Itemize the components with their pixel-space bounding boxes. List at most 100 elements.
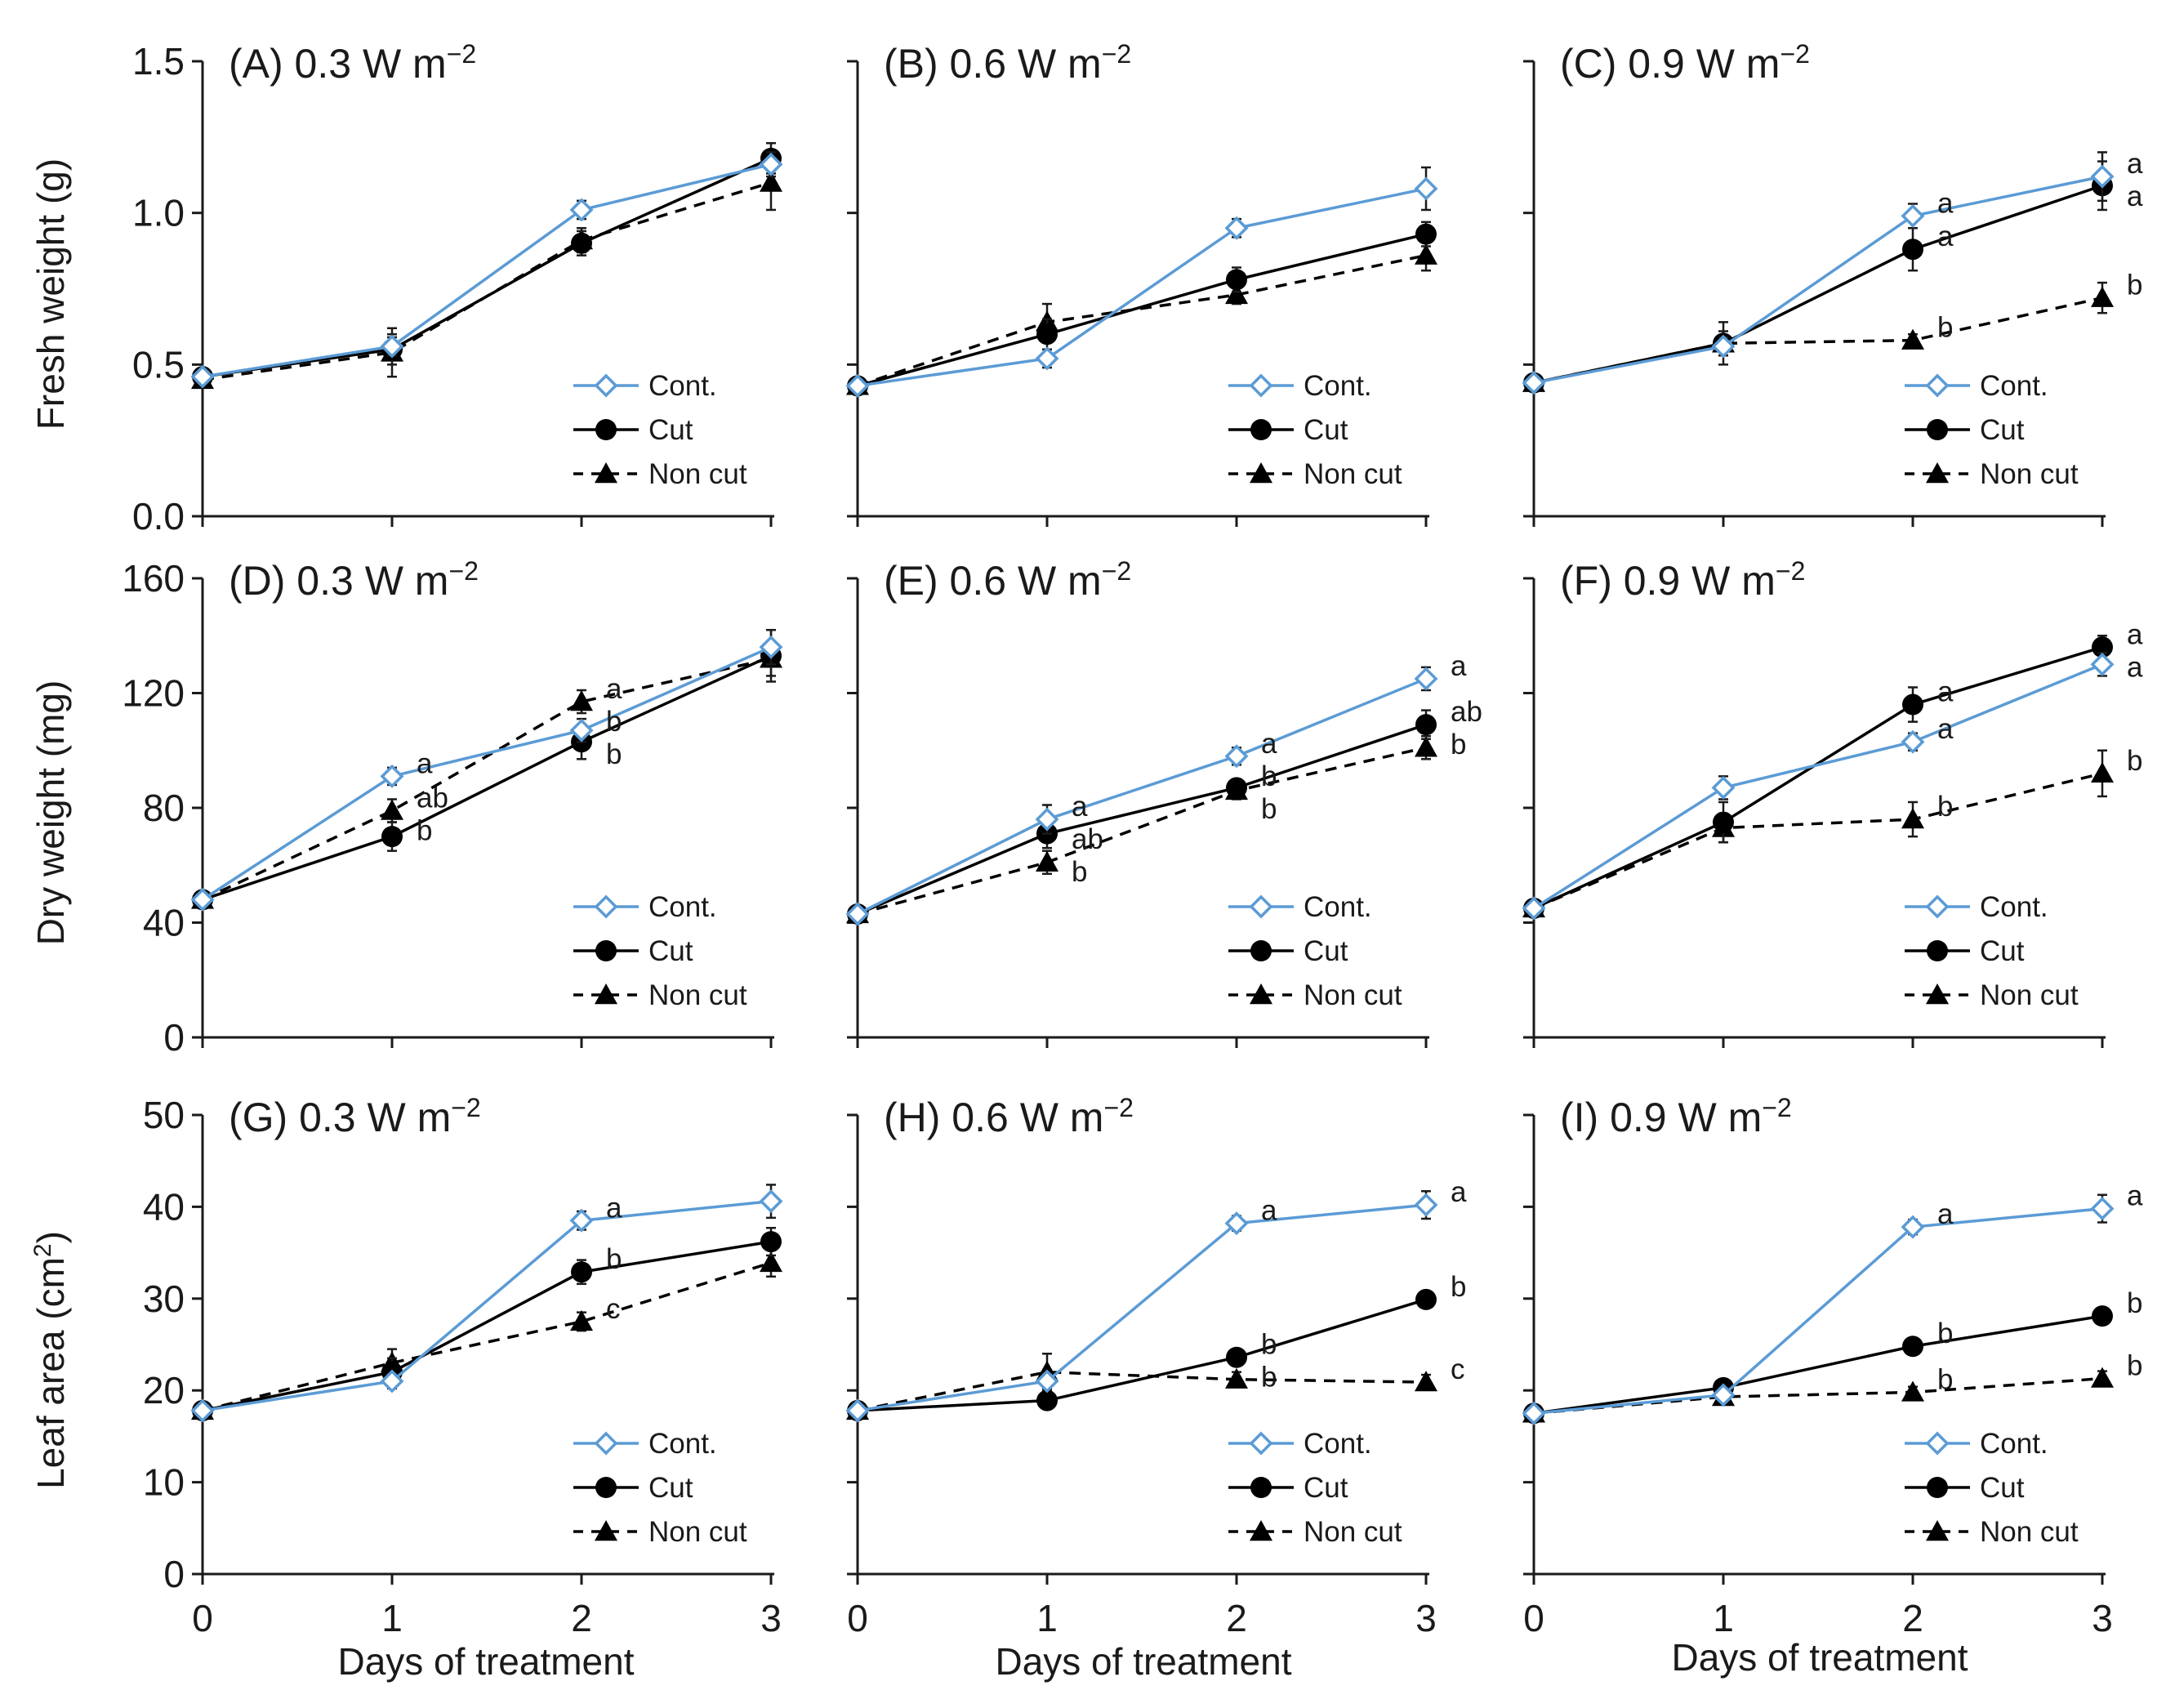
- panel-d-point-noncut: [570, 690, 593, 711]
- panel-a-series-cut: [192, 142, 782, 388]
- panel-b-legend-marker-cont: [1249, 373, 1273, 398]
- panel-f-legend-cut: Cut: [1905, 935, 2025, 967]
- panel-h-point-cont: [1414, 1193, 1438, 1217]
- panel-h-title: (H) 0.6 W m−2: [884, 1093, 1134, 1140]
- xlabel-days-col1: Days of treatment: [337, 1640, 634, 1683]
- panel-c-point-cont: [2090, 164, 2115, 189]
- panel-h-point-cont: [1224, 1211, 1249, 1236]
- panel-b-line-cut: [857, 232, 1427, 388]
- panel-h-significance-letter: a: [1451, 1176, 1467, 1208]
- panel-b-legend-noncut: Non cut: [1228, 458, 1402, 490]
- panel-g-ytick-label: 0: [163, 1553, 185, 1595]
- panel-b-legend-label-noncut: Non cut: [1304, 458, 1402, 490]
- panel-e-title: (E) 0.6 W m−2: [884, 556, 1131, 604]
- panel-e-significance-letter: a: [1072, 791, 1088, 823]
- panel-h-legend-noncut: Non cut: [1228, 1516, 1402, 1548]
- panel-f-legend-cont: Cont.: [1905, 891, 2048, 923]
- panel-d-legend-label-noncut: Non cut: [648, 979, 747, 1011]
- panel-e-legend-label-cont: Cont.: [1304, 891, 1372, 923]
- panel-a-legend-cont: Cont.: [573, 370, 717, 402]
- panel-e-legend-label-noncut: Non cut: [1304, 979, 1402, 1011]
- panel-b-point-cont: [845, 373, 870, 398]
- panel-d-line-noncut: [202, 657, 772, 901]
- panel-i-title-exponent: −2: [1762, 1093, 1791, 1122]
- panel-e-significance-letter: b: [1072, 856, 1087, 888]
- panel-d-ytick-label: 160: [122, 557, 185, 600]
- panel-a-legend-label-cut: Cut: [648, 414, 693, 446]
- panel-f-title: (F) 0.9 W m−2: [1560, 556, 1805, 604]
- panel-g-xtick-label: 2: [571, 1597, 592, 1639]
- panel-h-line-noncut: [857, 1370, 1427, 1412]
- panel-i-significance-letter: b: [1937, 1318, 1953, 1349]
- panel-c-legend-marker-cont: [1925, 373, 1950, 398]
- panel-f-point-cut: [1713, 811, 1734, 833]
- panel-f-significance-letter: a: [2127, 651, 2143, 683]
- panel-b-point-noncut: [1415, 243, 1437, 265]
- panel-i-legend-label-cont: Cont.: [1980, 1428, 2048, 1460]
- panel-h-point-cont: [845, 1398, 870, 1423]
- panel-d-legend-cut: Cut: [573, 935, 693, 967]
- panel-f-title-main: (F) 0.9 W m: [1560, 558, 1776, 604]
- panel-h-point-cut: [1036, 1389, 1058, 1411]
- panel-f-line-noncut: [1533, 772, 2103, 910]
- panel-f-legend-marker-cont: [1925, 894, 1950, 919]
- panel-c-line-cont: [1533, 175, 2103, 385]
- panel-a-series-noncut: [191, 154, 782, 390]
- panel-b-point-cont: [1414, 176, 1438, 201]
- panel-g-xtick-label: 0: [192, 1597, 213, 1639]
- panel-f-point-cut: [2092, 636, 2113, 658]
- panel-h-xtick-label: 3: [1415, 1597, 1437, 1639]
- panel-a-line-noncut: [202, 181, 772, 381]
- panel-e-significance-letter: b: [1261, 793, 1277, 825]
- panel-f-series-cont: [1522, 652, 2115, 921]
- panel-h-point-noncut: [1225, 1367, 1248, 1389]
- panel-c-significance-letter: b: [1937, 312, 1953, 344]
- panel-g-point-cut: [760, 1231, 782, 1253]
- panel-g-legend-marker-cont: [594, 1431, 618, 1456]
- panel-i-line-cont: [1533, 1206, 2103, 1416]
- panel-c-point-cont: [1711, 334, 1736, 359]
- panel-g-ytick-label: 30: [143, 1278, 185, 1320]
- panel-g-point-cont: [759, 1189, 783, 1214]
- panel-a-point-cont: [759, 152, 783, 176]
- panel-f-legend-label-noncut: Non cut: [1980, 979, 2079, 1011]
- panel-d-point-cont: [759, 635, 783, 659]
- panel-h-significance-letter: b: [1451, 1271, 1466, 1303]
- panel-i-significance-letter: b: [2127, 1350, 2142, 1382]
- panel-a-legend-label-cont: Cont.: [648, 370, 717, 402]
- panel-c-legend-label-cut: Cut: [1980, 414, 2025, 446]
- panel-e-title-exponent: −2: [1102, 556, 1131, 586]
- panel-g-legend-label-noncut: Non cut: [648, 1516, 747, 1548]
- panel-f-legend-marker-noncut: [1926, 983, 1949, 1005]
- panel-a-point-cont: [190, 364, 215, 389]
- panel-f-line-cont: [1533, 662, 2103, 910]
- panel-d-legend-cont: Cont.: [573, 891, 717, 923]
- panel-a-line-cut: [202, 157, 772, 378]
- panel-d-legend-noncut: Non cut: [573, 979, 747, 1011]
- panel-c-title: (C) 0.9 W m−2: [1560, 39, 1810, 87]
- panel-e-significance-letter: a: [1261, 728, 1277, 760]
- panel-i-series-cont: [1522, 1193, 2115, 1425]
- panel-i-legend-cut: Cut: [1905, 1472, 2025, 1504]
- panel-b-legend-marker-cut: [1250, 419, 1272, 440]
- panel-i-title: (I) 0.9 W m−2: [1560, 1093, 1792, 1140]
- panel-i-legend-cont: Cont.: [1905, 1428, 2048, 1460]
- panel-f-significance-letter: a: [1937, 676, 1954, 708]
- panel-c-legend-label-noncut: Non cut: [1980, 458, 2079, 490]
- panel-g-point-cont: [190, 1398, 215, 1423]
- panel-e-legend-cont: Cont.: [1228, 891, 1372, 923]
- panel-e-point-cont: [1224, 744, 1249, 769]
- xlabel-days-col2: Days of treatment: [995, 1640, 1291, 1683]
- panel-b-legend-marker-noncut: [1250, 462, 1272, 484]
- panel-d-point-cont: [380, 764, 404, 788]
- panel-h-xtick-label: 0: [847, 1597, 868, 1639]
- panel-h-line-cut: [857, 1298, 1427, 1412]
- panel-g-line-cont: [202, 1199, 772, 1412]
- panel-d-ytick-label: 0: [163, 1016, 185, 1059]
- panel-g-legend-cut: Cut: [573, 1472, 693, 1504]
